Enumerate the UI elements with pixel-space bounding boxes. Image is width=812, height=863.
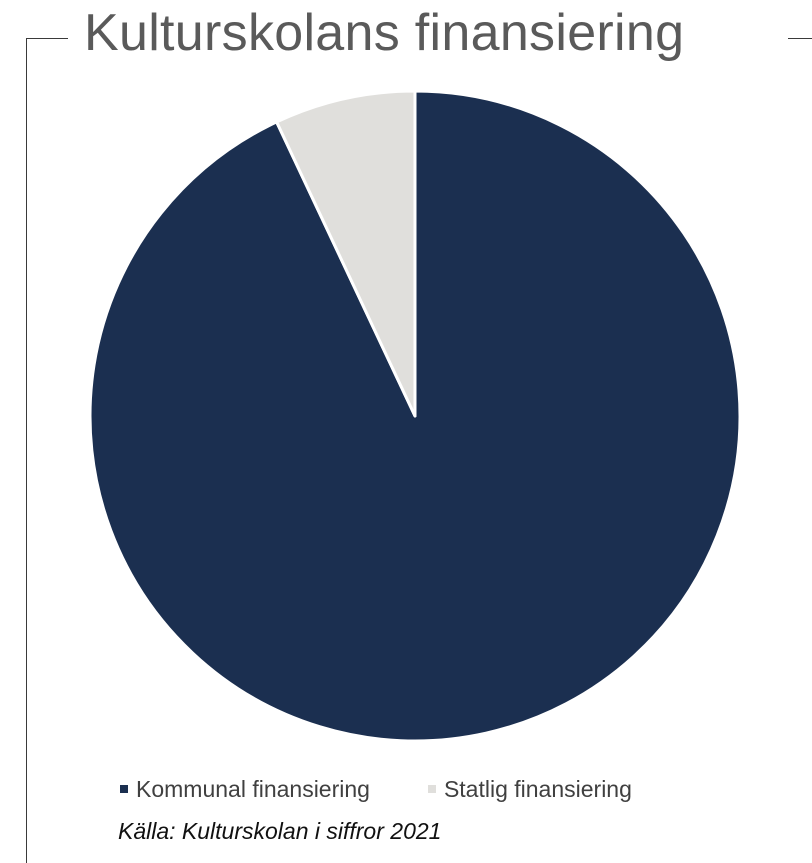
legend-item-kommunal: Kommunal finansiering [120, 776, 370, 803]
chart-legend: Kommunal finansiering Statlig finansieri… [120, 772, 632, 806]
legend-label-statlig: Statlig finansiering [443, 775, 632, 802]
legend-swatch-kommunal [120, 785, 128, 793]
chart-frame-left-border [26, 38, 27, 863]
legend-swatch-statlig [427, 785, 436, 793]
legend-item-statlig: Statlig finansiering [427, 775, 632, 803]
chart-frame-top-border-right [788, 38, 812, 39]
chart-frame-top-border-left [26, 38, 68, 39]
pie-slice-statlig [275, 89, 417, 418]
legend-label-kommunal: Kommunal finansiering [136, 775, 370, 802]
chart-title: Kulturskolans finansiering [84, 4, 685, 62]
chart-source-note: Källa: Kulturskolan i siffror 2021 [118, 818, 442, 844]
